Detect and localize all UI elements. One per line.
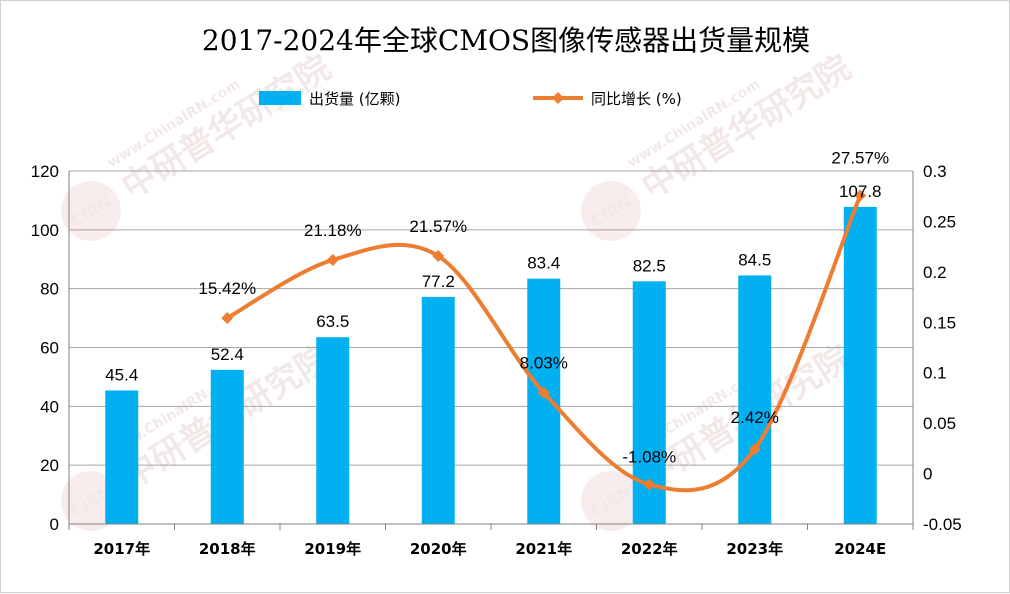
bar-6 xyxy=(738,275,772,524)
bar-value-label: 77.2 xyxy=(422,272,455,291)
watermark-logo xyxy=(581,181,641,241)
growth-value-label: -1.08% xyxy=(622,447,676,466)
y-left-tick-label: 0 xyxy=(50,515,59,534)
bar-value-label: 52.4 xyxy=(211,345,244,364)
legend-label-bar: 出货量 (亿颗) xyxy=(309,90,400,108)
growth-value-label: 21.57% xyxy=(409,217,467,236)
x-tick-label: 2017年 xyxy=(93,540,150,558)
y-left-tick-label: 80 xyxy=(40,280,59,299)
axes: 0 20 40 60 80 100 120 -0.05 0 0.05 0.1 0.15 0.2 0.25 0… xyxy=(31,162,962,558)
y-right-tick-label: 0.3 xyxy=(923,162,947,181)
chart-title: 2017-2024年全球CMOS图像传感器出货量规模 xyxy=(202,24,810,57)
y-left-tick-label: 120 xyxy=(31,162,59,181)
y-right-tick-label: 0.05 xyxy=(923,414,956,433)
bar-value-label: 82.5 xyxy=(633,256,666,275)
bar-0 xyxy=(105,390,139,524)
legend-swatch-bar xyxy=(259,91,301,105)
bar-7 xyxy=(843,206,877,524)
y-left-tick-label: 40 xyxy=(40,397,59,416)
growth-value-label: 2.42% xyxy=(731,408,779,427)
x-tick-label: 2020年 xyxy=(410,540,467,558)
y-right-tick-label: 0 xyxy=(923,465,932,484)
watermark-text: 中研普华研究院 xyxy=(635,48,858,208)
growth-marker-5 xyxy=(643,478,656,491)
gridlines xyxy=(69,170,913,525)
legend: 出货量 (亿颗) 同比增长 (%) xyxy=(259,90,682,108)
line-series xyxy=(221,189,867,493)
growth-marker-1 xyxy=(221,312,234,325)
bar-2 xyxy=(316,337,350,524)
growth-value-label: 8.03% xyxy=(520,354,568,373)
x-tick-label: 2024E xyxy=(834,540,886,558)
growth-value-label: 21.18% xyxy=(304,221,362,240)
bar-4 xyxy=(527,278,561,524)
x-tick-label: 2023年 xyxy=(726,540,783,558)
x-tick-label: 2022年 xyxy=(621,540,678,558)
y-right-tick-label: 0.15 xyxy=(923,313,956,332)
x-tick-label: 2018年 xyxy=(199,540,256,558)
bar-series xyxy=(105,206,877,524)
bar-value-label: 107.8 xyxy=(839,182,882,201)
watermark-logo xyxy=(61,181,121,241)
bar-value-label: 84.5 xyxy=(738,250,771,269)
legend-label-line: 同比增长 (%) xyxy=(591,90,682,108)
bar-value-label: 45.4 xyxy=(105,365,138,384)
growth-marker-2 xyxy=(326,253,339,266)
bar-value-label: 63.5 xyxy=(316,312,349,331)
watermark-logo xyxy=(581,471,641,531)
y-right-tick-label: 0.1 xyxy=(923,364,947,383)
y-right-tick-label: 0.2 xyxy=(923,263,947,282)
y-right-tick-label: -0.05 xyxy=(923,515,962,534)
growth-marker-6 xyxy=(748,443,761,456)
data-labels: 45.4 52.4 63.5 77.2 83.4 82.5 84.5 107.8 15.42% 2… xyxy=(105,149,889,467)
watermark-text: 中研普华研究院 xyxy=(115,48,338,208)
growth-marker-3 xyxy=(432,250,445,263)
y-right-tick-label: 0.25 xyxy=(923,212,956,231)
growth-marker-7 xyxy=(854,189,867,202)
x-tick-label: 2021年 xyxy=(515,540,572,558)
bar-3 xyxy=(421,296,455,524)
x-tick-label: 2019年 xyxy=(304,540,361,558)
bar-value-label: 83.4 xyxy=(527,254,560,273)
y-left-tick-label: 60 xyxy=(40,339,59,358)
bar-1 xyxy=(210,369,244,524)
y-left-tick-label: 20 xyxy=(40,456,59,475)
growth-value-label: 15.42% xyxy=(198,279,256,298)
growth-marker-4 xyxy=(537,386,550,399)
legend-swatch-marker xyxy=(552,92,564,104)
growth-value-label: 27.57% xyxy=(831,149,889,168)
y-left-tick-label: 100 xyxy=(31,221,59,240)
